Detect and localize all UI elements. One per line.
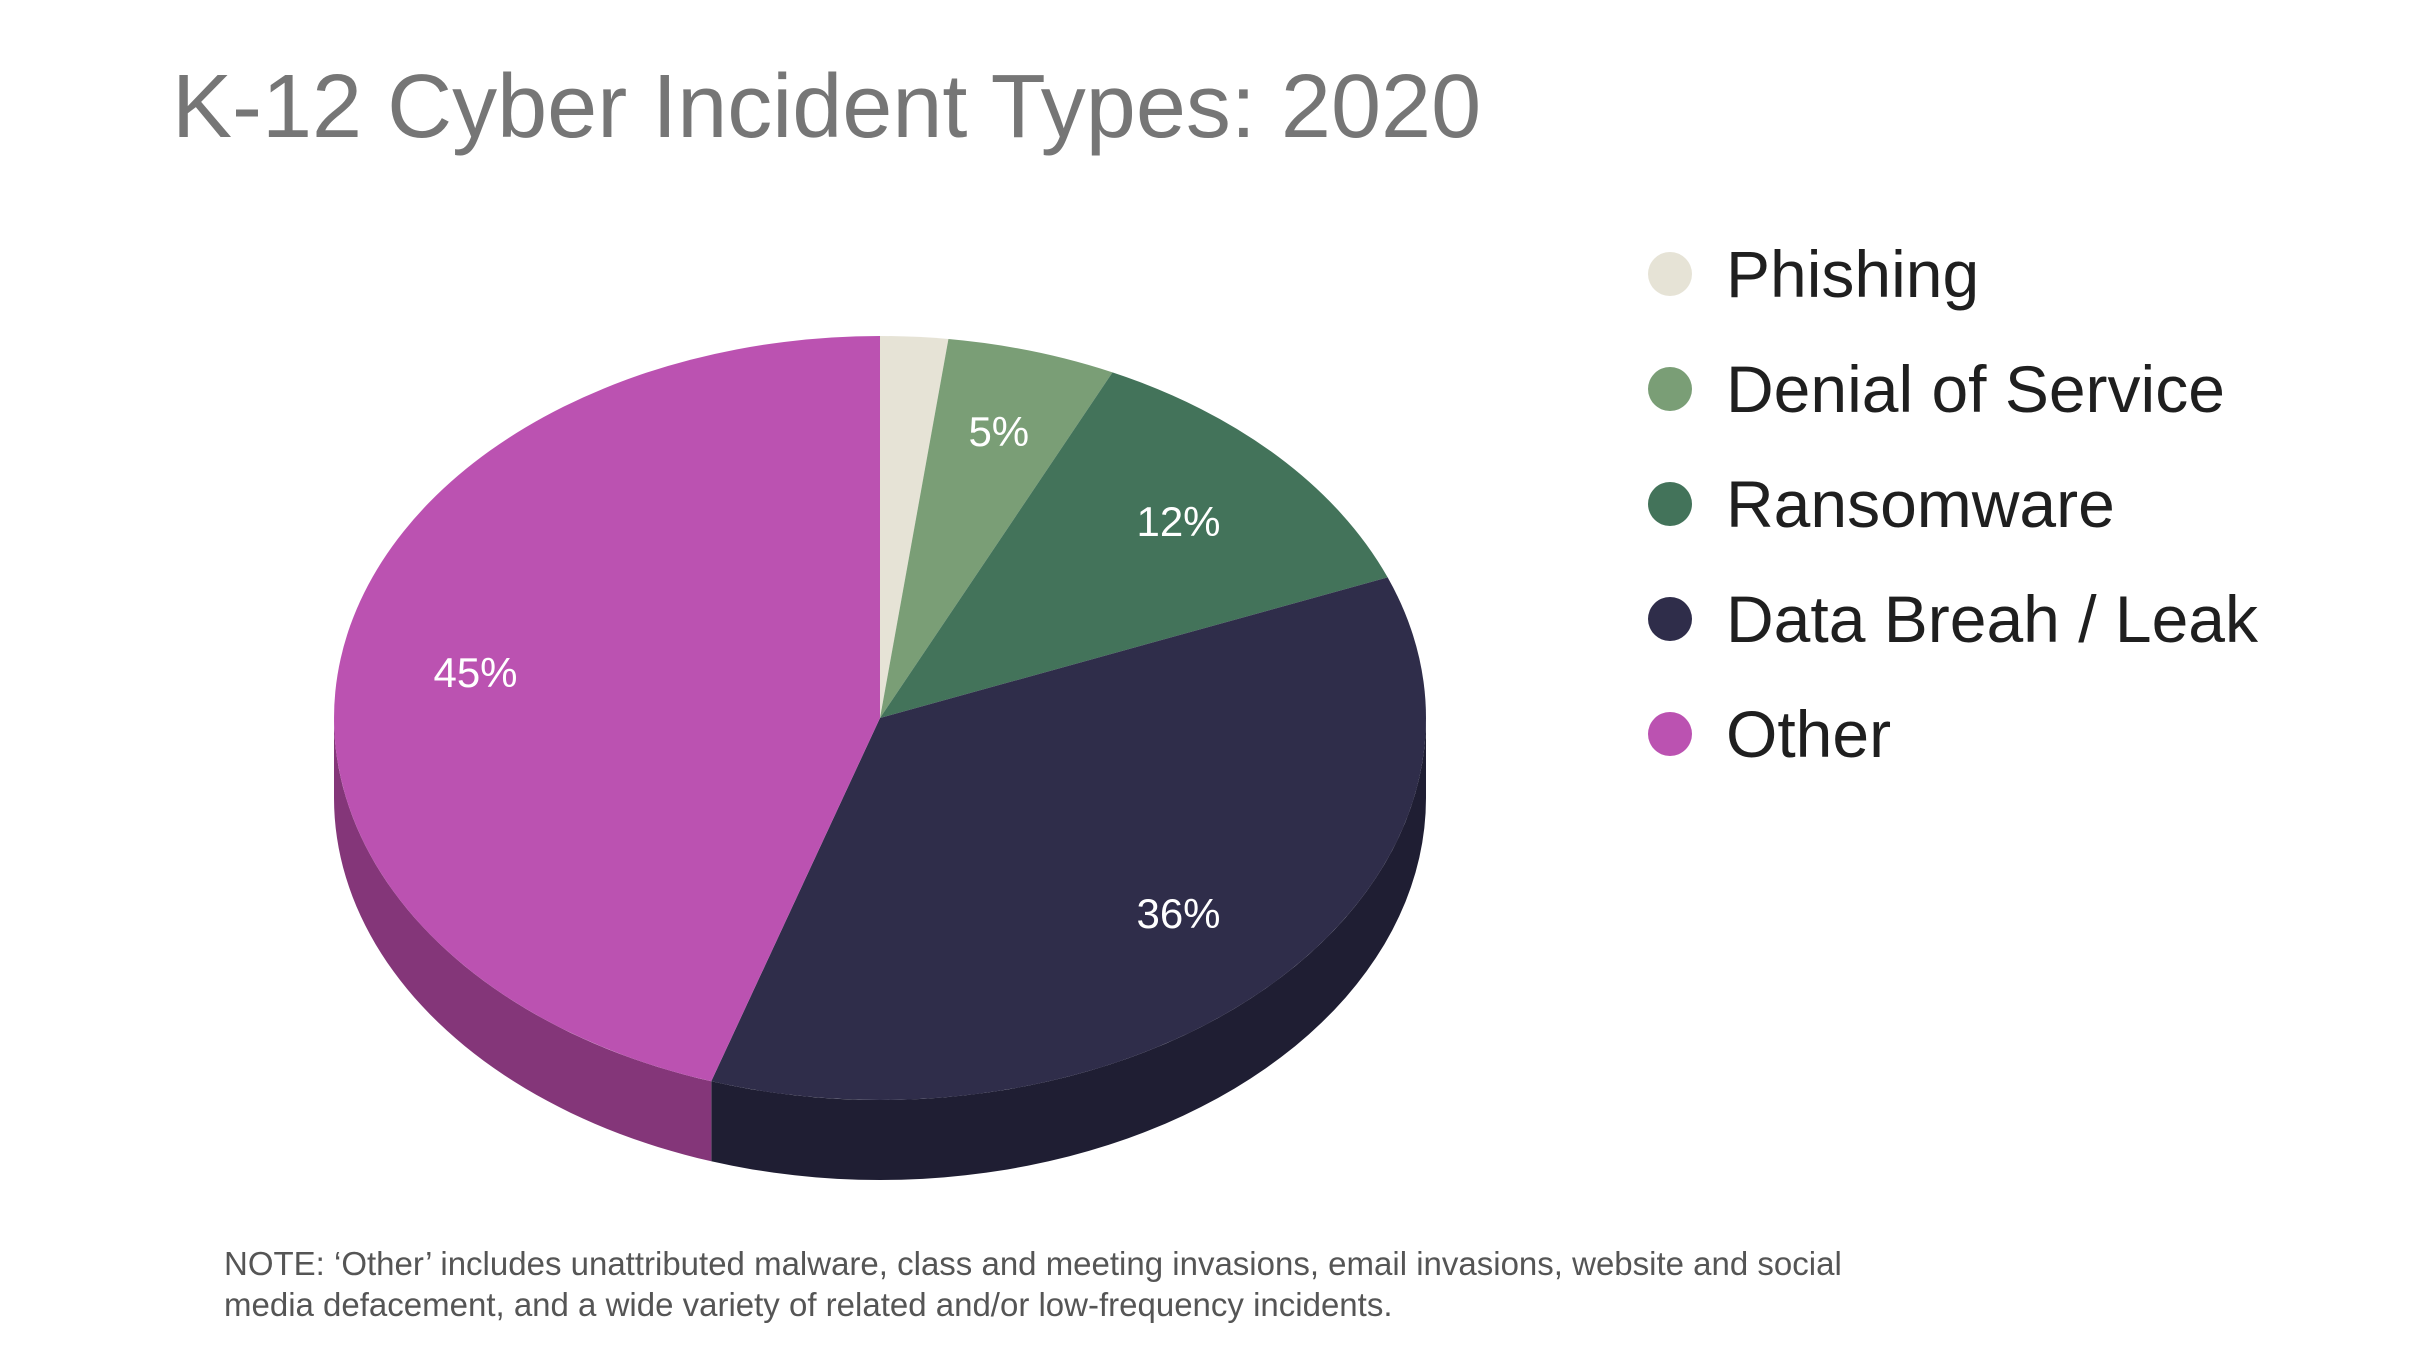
legend-label: Other — [1726, 696, 1892, 771]
legend-item-other: Other — [1648, 676, 2258, 791]
pie-label-layer: 5% 12% 36% 45% — [433, 408, 1220, 937]
legend: Phishing Denial of Service Ransomware Data … — [1648, 216, 2258, 791]
legend-marker-icon — [1648, 366, 1692, 411]
legend-item-data-breah-leak: Data Breah / Leak — [1648, 561, 2258, 676]
legend-label: Data Breah / Leak — [1726, 581, 2258, 656]
pie-side-other — [334, 718, 712, 1162]
legend-marker-icon — [1648, 251, 1692, 296]
legend-label: Phishing — [1726, 236, 1980, 311]
pie-slice-denial-of-service — [880, 339, 1113, 718]
legend-item-phishing: Phishing — [1648, 216, 2258, 331]
data-label-denial-of-service: 5% — [968, 408, 1029, 455]
pie-side-data-breah-leak — [711, 718, 1426, 1180]
legend-item-ransomware: Ransomware — [1648, 446, 2258, 561]
legend-marker-icon — [1648, 596, 1692, 641]
pie-slice-other — [334, 336, 881, 1082]
pie-top-layer — [334, 336, 1426, 1100]
legend-label: Ransomware — [1726, 466, 2115, 541]
pie-slice-phishing — [880, 336, 949, 718]
data-label-other: 45% — [433, 649, 517, 696]
pie-side-layer — [334, 718, 1426, 1180]
chart-title: K-12 Cyber Incident Types: 2020 — [172, 57, 1482, 157]
legend-label: Denial of Service — [1726, 351, 2225, 426]
data-label-ransomware: 12% — [1136, 498, 1220, 545]
legend-marker-icon — [1648, 711, 1692, 756]
pie-slice-data-breah-leak — [711, 577, 1426, 1100]
legend-item-denial-of-service: Denial of Service — [1648, 331, 2258, 446]
pie-slice-ransomware — [880, 372, 1388, 718]
data-label-data-breah-leak: 36% — [1136, 890, 1220, 937]
legend-marker-icon — [1648, 481, 1692, 526]
footnote: NOTE: ‘Other’ includes unattributed malw… — [224, 1245, 1842, 1323]
